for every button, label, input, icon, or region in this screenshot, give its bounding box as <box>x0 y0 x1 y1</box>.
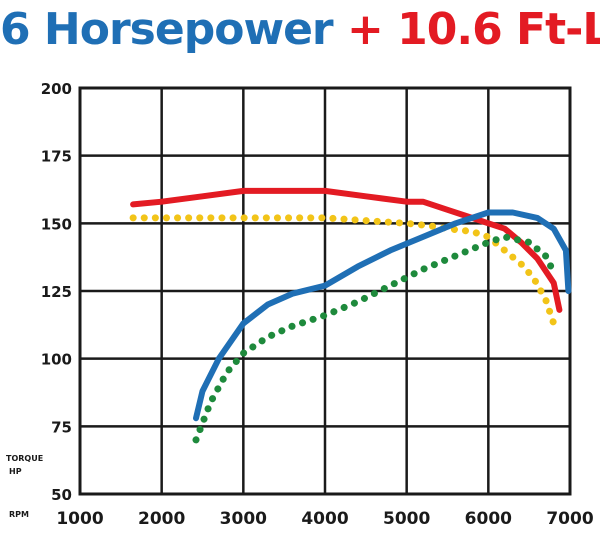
y-tick-100: 100 <box>41 351 72 369</box>
x-tick-1000: 1000 <box>56 509 103 529</box>
y-tick-200: 200 <box>41 80 72 98</box>
series-3-curve <box>192 233 558 444</box>
y-tick-150: 150 <box>41 215 72 233</box>
x-tick-labels: 1000 2000 3000 4000 5000 6000 7000 <box>56 509 593 529</box>
x-tick-5000: 5000 <box>383 509 430 529</box>
y-tick-50: 50 <box>51 486 72 504</box>
y-tick-75: 75 <box>51 418 72 436</box>
series-1-curve <box>129 214 558 327</box>
chart-curves <box>129 187 572 444</box>
y-tick-175: 175 <box>41 148 72 166</box>
y-tick-125: 125 <box>41 283 72 301</box>
title-torque: 10.6 Ft-Lb Tor <box>397 4 600 55</box>
x-tick-6000: 6000 <box>465 509 512 529</box>
title-horsepower: 6 Horsepower <box>0 4 334 55</box>
y-axis-label-torque: TORQUE <box>6 454 43 463</box>
chart-title: 6 Horsepower + 10.6 Ft-Lb Tor <box>0 0 600 60</box>
title-plus: + <box>346 4 384 55</box>
series-2-curve <box>193 209 572 422</box>
series-0-curve <box>130 187 563 313</box>
y-tick-labels: 200 175 150 125 100 75 50 <box>41 80 72 504</box>
x-tick-2000: 2000 <box>138 509 185 529</box>
chart-grid <box>78 86 572 496</box>
x-axis-label-rpm: RPM <box>9 510 29 519</box>
y-axis-label-hp: HP <box>9 467 22 476</box>
x-tick-4000: 4000 <box>301 509 348 529</box>
x-tick-7000: 7000 <box>546 509 593 529</box>
x-tick-3000: 3000 <box>220 509 267 529</box>
